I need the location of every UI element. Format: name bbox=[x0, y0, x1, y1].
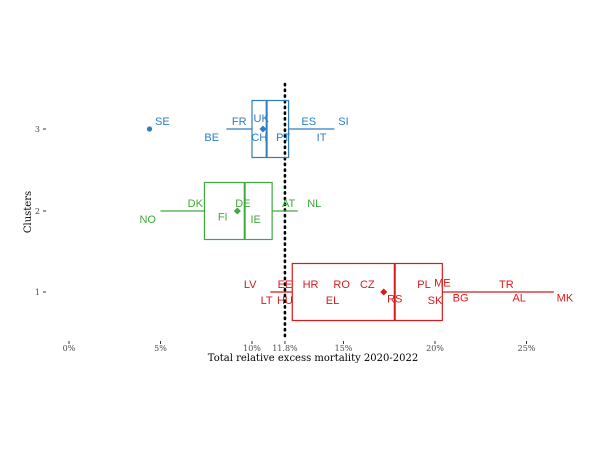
cluster-1-boxplot bbox=[270, 262, 554, 322]
country-label: PL bbox=[417, 279, 430, 291]
outlier-point bbox=[146, 126, 153, 132]
country-label: EL bbox=[326, 295, 339, 307]
x-axis-ticks: 0% 5% 10% 11.8% 15% 20% 25% bbox=[63, 341, 536, 353]
y-axis-title: Clusters bbox=[23, 191, 34, 233]
country-label: SE bbox=[155, 116, 170, 128]
country-label: RS bbox=[387, 293, 402, 305]
country-label: UK bbox=[254, 113, 270, 125]
country-label: MK bbox=[557, 293, 574, 305]
x-tick-label: 11.8% bbox=[272, 344, 298, 353]
x-tick-label: 0% bbox=[63, 344, 76, 353]
country-label: LV bbox=[244, 279, 257, 291]
country-label: AT bbox=[282, 198, 296, 210]
country-label: BG bbox=[453, 293, 469, 305]
country-label: NL bbox=[307, 198, 321, 210]
country-label: RO bbox=[333, 279, 350, 291]
y-axis-ticks: 1 2 3 bbox=[35, 125, 46, 297]
x-tick-label: 25% bbox=[518, 344, 536, 353]
country-label: ES bbox=[301, 116, 316, 128]
x-tick-label: 5% bbox=[154, 344, 167, 353]
country-label: SK bbox=[428, 295, 443, 307]
mean-marker bbox=[259, 125, 267, 133]
x-tick-label: 20% bbox=[426, 344, 444, 353]
country-label: FI bbox=[218, 212, 228, 224]
y-tick-label: 1 bbox=[35, 288, 40, 297]
country-label: BE bbox=[204, 132, 219, 144]
country-label: DE bbox=[235, 198, 250, 210]
cluster-2-boxplot bbox=[160, 181, 298, 241]
mean-marker bbox=[380, 288, 388, 296]
x-tick-label: 15% bbox=[335, 344, 353, 353]
country-label: TR bbox=[499, 279, 514, 291]
cluster-3-boxplot bbox=[146, 99, 335, 159]
y-tick-label: 2 bbox=[35, 207, 40, 216]
y-tick-label: 3 bbox=[35, 125, 40, 134]
country-label: EE bbox=[278, 279, 293, 291]
country-label: NO bbox=[139, 214, 156, 226]
iqr-box bbox=[251, 99, 290, 159]
country-label: IT bbox=[317, 132, 327, 144]
country-label: CH bbox=[251, 132, 267, 144]
country-label: ME bbox=[434, 277, 451, 289]
country-label: SI bbox=[338, 116, 348, 128]
country-label: LT bbox=[261, 295, 273, 307]
mean-marker bbox=[233, 207, 241, 215]
country-label: IE bbox=[250, 214, 260, 226]
country-label: CZ bbox=[360, 279, 375, 291]
iqr-box bbox=[203, 181, 273, 241]
x-tick-label: 10% bbox=[243, 344, 261, 353]
country-label: HU bbox=[277, 295, 293, 307]
country-label: HR bbox=[303, 279, 319, 291]
iqr-box bbox=[291, 262, 443, 322]
country-label: AL bbox=[512, 293, 525, 305]
country-label: DK bbox=[188, 198, 204, 210]
x-axis-title: Total relative excess mortality 2020-202… bbox=[208, 353, 418, 364]
country-label: PT bbox=[276, 132, 290, 144]
country-label: FR bbox=[232, 116, 247, 128]
clusters-layer bbox=[146, 99, 554, 322]
